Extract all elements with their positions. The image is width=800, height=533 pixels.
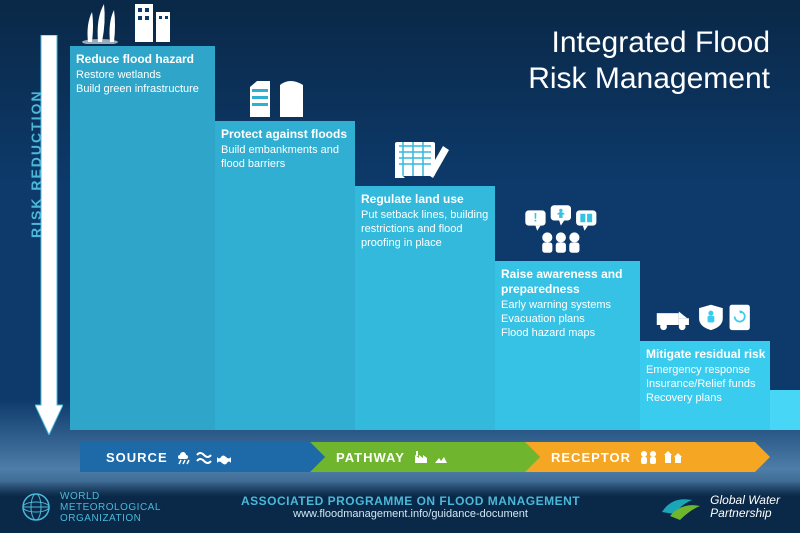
stairs-diagram: Reduce flood hazardRestore wetlandsBuild… — [70, 30, 770, 430]
arrow-segment-pathway: PATHWAY — [310, 442, 525, 472]
step-body-line: Build embankments and flood barriers — [221, 144, 351, 172]
gwp-swoosh-icon — [660, 492, 702, 522]
step-text: Mitigate residual risk Emergency response… — [646, 347, 766, 405]
step-body-line: Restore wetlands — [76, 69, 211, 83]
gwp-line-2: Partnership — [710, 507, 780, 520]
arrow-segment-icons — [639, 449, 683, 465]
arrow-segment-label: SOURCE — [80, 450, 168, 465]
wmo-line-1: WORLD — [60, 491, 161, 502]
arrow-segment-icons — [176, 449, 232, 465]
step-block: Protect against floods Build embankments … — [215, 121, 355, 430]
gwp-logo: Global Water Partnership — [660, 492, 780, 522]
wmo-logo: WORLD METEOROLOGICAL ORGANIZATION — [20, 491, 161, 524]
arrow-segment-receptor: RECEPTOR — [525, 442, 755, 472]
step-text: Protect against floods Build embankments … — [221, 127, 351, 172]
step-heading: Raise awareness and preparedness — [501, 267, 636, 297]
svg-text:!: ! — [533, 210, 537, 224]
pathway-arrow-bar: SOURCE PATHWAY RECEPTOR — [80, 442, 770, 472]
mitigate-icon — [650, 291, 760, 339]
arrow-segment-label: RECEPTOR — [525, 450, 631, 465]
arrow-segment-icons — [413, 449, 449, 465]
step-heading: Reduce flood hazard — [76, 52, 211, 67]
step-block: Regulate land use Put setback lines, buil… — [355, 186, 495, 430]
step-body-line: Early warning systems — [501, 299, 636, 313]
step-text: Raise awareness and preparedness Early wa… — [501, 267, 636, 340]
footer: WORLD METEOROLOGICAL ORGANIZATION ASSOCI… — [0, 481, 800, 533]
step-body-line: Insurance/Relief funds — [646, 378, 766, 392]
wmo-globe-icon — [20, 491, 52, 523]
arrow-segment-source: SOURCE — [80, 442, 310, 472]
step-body-line: Flood hazard maps — [501, 327, 636, 341]
step-heading: Mitigate residual risk — [646, 347, 766, 362]
footer-center: ASSOCIATED PROGRAMME ON FLOOD MANAGEMENT… — [241, 494, 580, 520]
awareness-icon: ! — [505, 211, 615, 259]
programme-title: ASSOCIATED PROGRAMME ON FLOOD MANAGEMENT — [241, 494, 580, 508]
programme-url: www.floodmanagement.info/guidance-docume… — [241, 508, 580, 520]
barrier-icon — [225, 71, 335, 119]
wetland-building-icon — [80, 0, 190, 44]
step-heading: Protect against floods — [221, 127, 351, 142]
step-body-line: Emergency response — [646, 364, 766, 378]
step-text: Reduce flood hazard Restore wetlandsBuild… — [76, 52, 211, 97]
wmo-line-3: ORGANIZATION — [60, 513, 161, 524]
step-tail — [770, 390, 800, 430]
blueprint-icon — [365, 136, 475, 184]
risk-reduction-label: RISK REDUCTION — [28, 89, 44, 238]
step-block: Raise awareness and preparedness Early wa… — [495, 261, 640, 430]
step-body-line: Put setback lines, building restrictions… — [361, 209, 491, 250]
step-block: Reduce flood hazard Restore wetlandsBuild… — [70, 46, 215, 430]
step-block: Mitigate residual risk Emergency response… — [640, 341, 770, 430]
wmo-line-2: METEOROLOGICAL — [60, 502, 161, 513]
step-text: Regulate land use Put setback lines, buil… — [361, 192, 491, 250]
step-body-line: Evacuation plans — [501, 313, 636, 327]
step-body-line: Recovery plans — [646, 392, 766, 406]
step-heading: Regulate land use — [361, 192, 491, 207]
step-body-line: Build green infrastructure — [76, 83, 211, 97]
